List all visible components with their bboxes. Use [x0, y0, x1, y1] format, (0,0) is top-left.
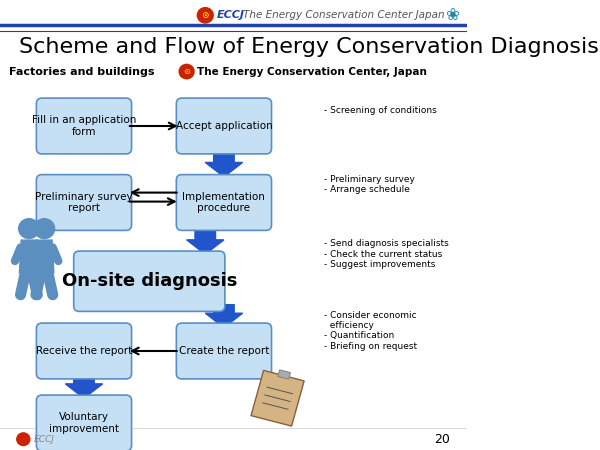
- Text: Factories and buildings: Factories and buildings: [9, 67, 154, 77]
- Polygon shape: [187, 225, 224, 254]
- Polygon shape: [205, 305, 242, 328]
- FancyBboxPatch shape: [74, 251, 225, 311]
- Text: Voluntary
improvement: Voluntary improvement: [49, 412, 119, 434]
- FancyBboxPatch shape: [37, 175, 131, 230]
- Text: Fill in an application
form: Fill in an application form: [32, 115, 136, 137]
- Polygon shape: [19, 239, 39, 274]
- Polygon shape: [251, 370, 304, 426]
- FancyBboxPatch shape: [176, 323, 272, 379]
- Circle shape: [17, 433, 30, 446]
- Text: On-site diagnosis: On-site diagnosis: [62, 272, 237, 290]
- Text: Scheme and Flow of Energy Conservation Diagnosis: Scheme and Flow of Energy Conservation D…: [19, 37, 599, 57]
- Text: The Energy Conservation Center Japan: The Energy Conservation Center Japan: [242, 10, 444, 20]
- Text: - Screening of conditions: - Screening of conditions: [324, 106, 437, 115]
- Text: The Energy Conservation Center, Japan: The Energy Conservation Center, Japan: [197, 67, 427, 76]
- FancyBboxPatch shape: [37, 323, 131, 379]
- Polygon shape: [65, 376, 103, 398]
- Text: Accept application: Accept application: [176, 121, 272, 131]
- Polygon shape: [205, 150, 242, 177]
- Text: - Send diagnosis specialists
- Check the current status
- Suggest improvements: - Send diagnosis specialists - Check the…: [324, 239, 449, 269]
- Text: ❀: ❀: [446, 6, 460, 24]
- Text: - Preliminary survey
- Arrange schedule: - Preliminary survey - Arrange schedule: [324, 175, 415, 194]
- Polygon shape: [278, 370, 290, 379]
- FancyBboxPatch shape: [176, 175, 272, 230]
- Text: Preliminary survey
report: Preliminary survey report: [35, 192, 133, 213]
- Circle shape: [197, 8, 213, 23]
- FancyBboxPatch shape: [37, 395, 131, 450]
- Text: Implementation
procedure: Implementation procedure: [182, 192, 265, 213]
- Circle shape: [34, 219, 55, 238]
- FancyBboxPatch shape: [37, 98, 131, 154]
- Text: ECCJ: ECCJ: [217, 10, 245, 20]
- FancyBboxPatch shape: [176, 98, 272, 154]
- Text: ⊙: ⊙: [202, 11, 209, 20]
- Circle shape: [179, 64, 194, 79]
- Text: - Consider economic
  efficiency
- Quantification
- Briefing on request: - Consider economic efficiency - Quantif…: [324, 310, 418, 351]
- Text: Create the report: Create the report: [179, 346, 269, 356]
- Text: ECCJ: ECCJ: [34, 435, 55, 444]
- Text: Receive the report: Receive the report: [36, 346, 132, 356]
- Circle shape: [19, 219, 39, 238]
- Text: ⊙: ⊙: [183, 67, 190, 76]
- Polygon shape: [34, 239, 55, 274]
- Text: 20: 20: [434, 433, 450, 446]
